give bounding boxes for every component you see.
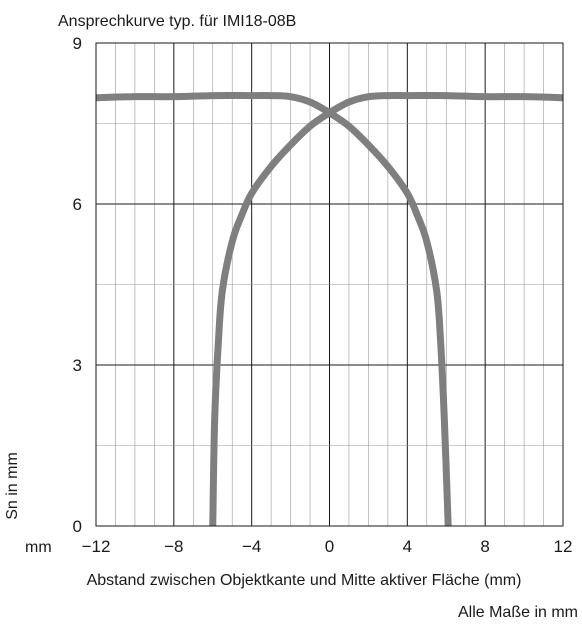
plot-frame (95, 42, 564, 527)
x-tick-label: 4 (403, 537, 412, 556)
y-tick-label: 6 (73, 195, 82, 214)
x-tick-label: 12 (554, 537, 573, 556)
units-note: Alle Maße in mm (458, 604, 578, 621)
y-tick-labels: 0 3 6 9 (73, 34, 82, 536)
y-tick-label: 9 (73, 34, 82, 53)
x-unit-label: mm (25, 539, 52, 556)
y-tick-label: 0 (73, 517, 82, 536)
series-line-1 (209, 92, 564, 527)
x-tick-label: −4 (242, 537, 261, 556)
x-tick-label: −8 (164, 537, 183, 556)
chart-title: Ansprechkurve typ. für IMI18-08B (58, 13, 296, 30)
x-axis-label: Abstand zwischen Objektkante und Mitte a… (87, 572, 522, 589)
data-series (95, 92, 564, 527)
series-line-2 (95, 92, 452, 527)
y-tick-label: 3 (73, 356, 82, 375)
x-tick-labels: −12 −8 −4 0 4 8 12 (82, 537, 573, 556)
x-tick-label: 8 (480, 537, 489, 556)
x-tick-label: −12 (82, 537, 111, 556)
x-tick-label: 0 (325, 537, 334, 556)
y-axis-label: Sn in mm (4, 452, 21, 520)
